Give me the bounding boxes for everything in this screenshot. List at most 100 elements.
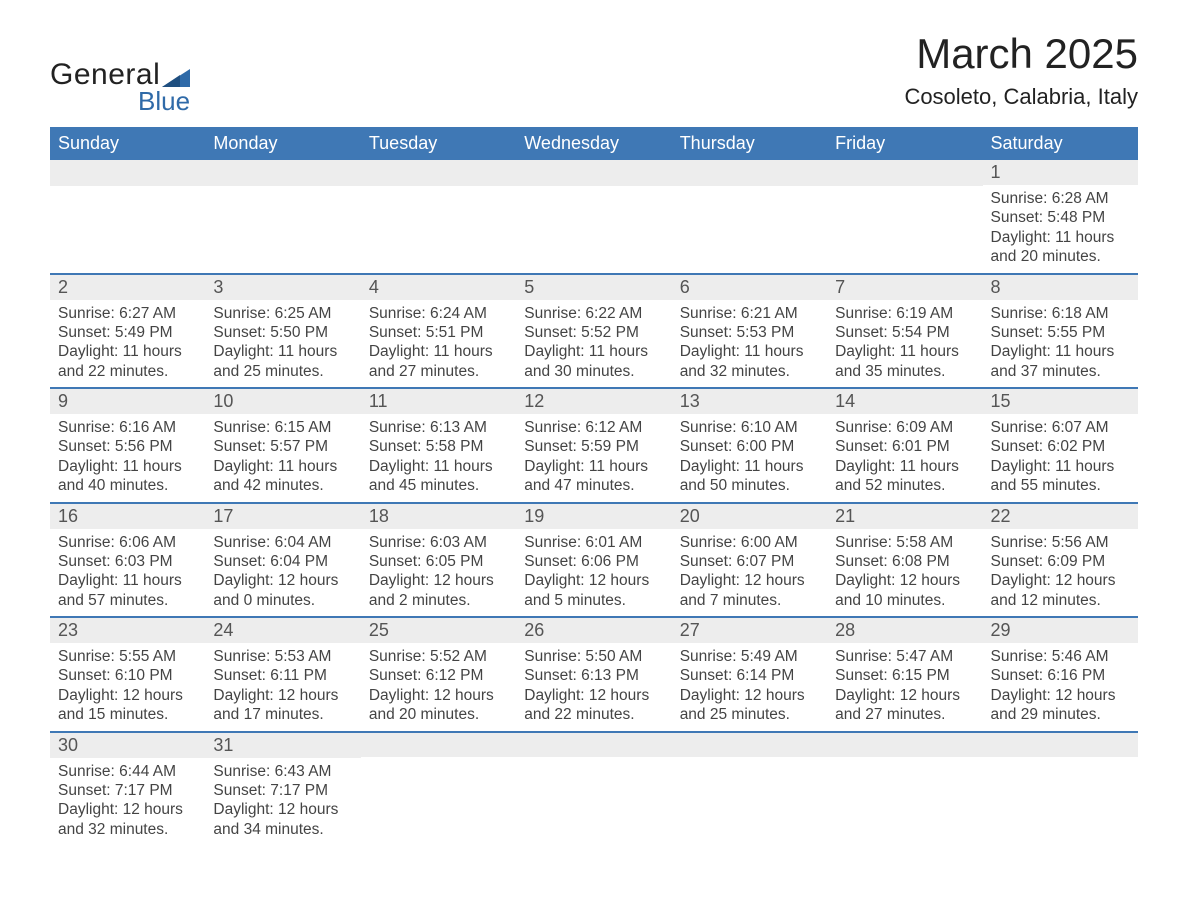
date-strip: 14 <box>827 387 982 414</box>
date-strip: 1 <box>983 160 1138 185</box>
calendar: SundayMondayTuesdayWednesdayThursdayFrid… <box>50 127 1138 845</box>
calendar-cell: 19Sunrise: 6:01 AMSunset: 6:06 PMDayligh… <box>516 502 671 617</box>
sunset-line: Sunset: 5:51 PM <box>369 323 508 342</box>
calendar-cell <box>205 160 360 273</box>
cell-body: Sunrise: 6:12 AMSunset: 5:59 PMDaylight:… <box>516 414 671 502</box>
cell-body: Sunrise: 6:19 AMSunset: 5:54 PMDaylight:… <box>827 300 982 388</box>
cell-body: Sunrise: 6:43 AMSunset: 7:17 PMDaylight:… <box>205 758 360 846</box>
title-block: March 2025 Cosoleto, Calabria, Italy <box>904 30 1138 110</box>
sunset-line: Sunset: 6:11 PM <box>213 666 352 685</box>
cell-body: Sunrise: 5:49 AMSunset: 6:14 PMDaylight:… <box>672 643 827 731</box>
date-strip <box>516 160 671 186</box>
daylight2-line: and 30 minutes. <box>524 362 663 381</box>
daylight2-line: and 37 minutes. <box>991 362 1130 381</box>
date-strip <box>516 731 671 757</box>
sunset-line: Sunset: 7:17 PM <box>213 781 352 800</box>
sunrise-line: Sunrise: 6:18 AM <box>991 304 1130 323</box>
sunrise-line: Sunrise: 6:04 AM <box>213 533 352 552</box>
sunrise-line: Sunrise: 6:07 AM <box>991 418 1130 437</box>
cell-body: Sunrise: 6:13 AMSunset: 5:58 PMDaylight:… <box>361 414 516 502</box>
cell-body <box>516 186 671 196</box>
daylight2-line: and 55 minutes. <box>991 476 1130 495</box>
date-strip: 13 <box>672 387 827 414</box>
daylight1-line: Daylight: 12 hours <box>58 800 197 819</box>
sunset-line: Sunset: 5:57 PM <box>213 437 352 456</box>
sunrise-line: Sunrise: 6:16 AM <box>58 418 197 437</box>
cell-body <box>516 757 671 767</box>
calendar-cell: 30Sunrise: 6:44 AMSunset: 7:17 PMDayligh… <box>50 731 205 846</box>
daylight1-line: Daylight: 12 hours <box>680 571 819 590</box>
date-strip: 28 <box>827 616 982 643</box>
sunset-line: Sunset: 5:59 PM <box>524 437 663 456</box>
date-strip: 12 <box>516 387 671 414</box>
daylight2-line: and 34 minutes. <box>213 820 352 839</box>
daylight1-line: Daylight: 11 hours <box>58 457 197 476</box>
date-strip: 23 <box>50 616 205 643</box>
cell-body <box>672 757 827 767</box>
daylight1-line: Daylight: 12 hours <box>680 686 819 705</box>
daylight1-line: Daylight: 11 hours <box>213 342 352 361</box>
sunset-line: Sunset: 6:01 PM <box>835 437 974 456</box>
week-row: 9Sunrise: 6:16 AMSunset: 5:56 PMDaylight… <box>50 387 1138 502</box>
sunset-line: Sunset: 6:02 PM <box>991 437 1130 456</box>
date-strip <box>827 731 982 757</box>
calendar-cell: 12Sunrise: 6:12 AMSunset: 5:59 PMDayligh… <box>516 387 671 502</box>
calendar-cell: 10Sunrise: 6:15 AMSunset: 5:57 PMDayligh… <box>205 387 360 502</box>
daylight1-line: Daylight: 12 hours <box>835 571 974 590</box>
cell-body: Sunrise: 5:53 AMSunset: 6:11 PMDaylight:… <box>205 643 360 731</box>
date-strip: 4 <box>361 273 516 300</box>
date-strip <box>672 160 827 186</box>
date-strip: 26 <box>516 616 671 643</box>
daylight1-line: Daylight: 12 hours <box>213 571 352 590</box>
daylight1-line: Daylight: 11 hours <box>369 342 508 361</box>
date-strip <box>361 731 516 757</box>
sunrise-line: Sunrise: 6:27 AM <box>58 304 197 323</box>
cell-body <box>205 186 360 196</box>
cell-body: Sunrise: 6:22 AMSunset: 5:52 PMDaylight:… <box>516 300 671 388</box>
daylight1-line: Daylight: 12 hours <box>58 686 197 705</box>
calendar-cell: 5Sunrise: 6:22 AMSunset: 5:52 PMDaylight… <box>516 273 671 388</box>
daylight1-line: Daylight: 11 hours <box>991 457 1130 476</box>
cell-body: Sunrise: 6:18 AMSunset: 5:55 PMDaylight:… <box>983 300 1138 388</box>
daylight1-line: Daylight: 11 hours <box>680 457 819 476</box>
cell-body: Sunrise: 6:25 AMSunset: 5:50 PMDaylight:… <box>205 300 360 388</box>
week-row: 1Sunrise: 6:28 AMSunset: 5:48 PMDaylight… <box>50 160 1138 273</box>
sunset-line: Sunset: 6:08 PM <box>835 552 974 571</box>
sunrise-line: Sunrise: 5:55 AM <box>58 647 197 666</box>
sunrise-line: Sunrise: 5:58 AM <box>835 533 974 552</box>
sunrise-line: Sunrise: 6:28 AM <box>991 189 1130 208</box>
sunrise-line: Sunrise: 6:12 AM <box>524 418 663 437</box>
daylight2-line: and 7 minutes. <box>680 591 819 610</box>
date-strip <box>983 731 1138 757</box>
sunset-line: Sunset: 5:58 PM <box>369 437 508 456</box>
calendar-cell: 26Sunrise: 5:50 AMSunset: 6:13 PMDayligh… <box>516 616 671 731</box>
calendar-cell <box>361 731 516 846</box>
calendar-cell <box>672 731 827 846</box>
cell-body <box>50 186 205 196</box>
daylight1-line: Daylight: 12 hours <box>524 571 663 590</box>
daylight1-line: Daylight: 11 hours <box>213 457 352 476</box>
cell-body: Sunrise: 5:58 AMSunset: 6:08 PMDaylight:… <box>827 529 982 617</box>
daylight1-line: Daylight: 11 hours <box>835 457 974 476</box>
location-label: Cosoleto, Calabria, Italy <box>904 84 1138 110</box>
calendar-cell: 3Sunrise: 6:25 AMSunset: 5:50 PMDaylight… <box>205 273 360 388</box>
cell-body: Sunrise: 5:47 AMSunset: 6:15 PMDaylight:… <box>827 643 982 731</box>
daylight2-line: and 17 minutes. <box>213 705 352 724</box>
calendar-cell: 8Sunrise: 6:18 AMSunset: 5:55 PMDaylight… <box>983 273 1138 388</box>
date-strip: 24 <box>205 616 360 643</box>
sunrise-line: Sunrise: 6:13 AM <box>369 418 508 437</box>
date-strip <box>361 160 516 186</box>
calendar-cell: 16Sunrise: 6:06 AMSunset: 6:03 PMDayligh… <box>50 502 205 617</box>
daylight2-line: and 2 minutes. <box>369 591 508 610</box>
sunset-line: Sunset: 7:17 PM <box>58 781 197 800</box>
daylight2-line: and 10 minutes. <box>835 591 974 610</box>
date-strip: 30 <box>50 731 205 758</box>
calendar-cell <box>50 160 205 273</box>
day-header-cell: Wednesday <box>516 127 671 160</box>
calendar-cell: 6Sunrise: 6:21 AMSunset: 5:53 PMDaylight… <box>672 273 827 388</box>
sunrise-line: Sunrise: 5:56 AM <box>991 533 1130 552</box>
date-strip: 20 <box>672 502 827 529</box>
calendar-cell: 13Sunrise: 6:10 AMSunset: 6:00 PMDayligh… <box>672 387 827 502</box>
date-strip: 5 <box>516 273 671 300</box>
daylight1-line: Daylight: 12 hours <box>369 686 508 705</box>
